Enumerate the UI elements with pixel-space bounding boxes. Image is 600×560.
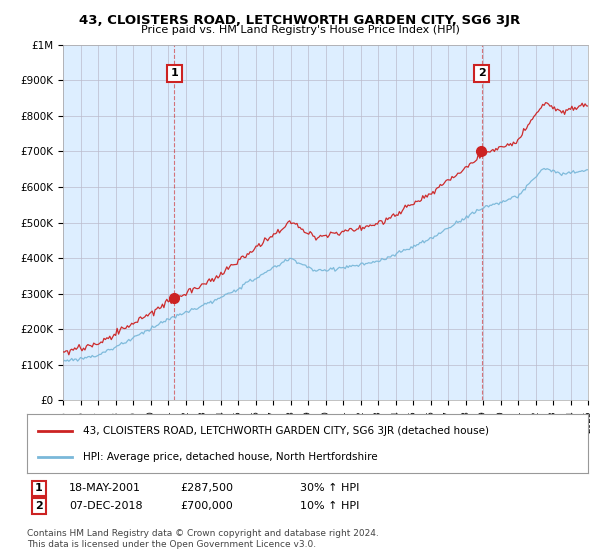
Text: 10% ↑ HPI: 10% ↑ HPI xyxy=(300,501,359,511)
Text: 43, CLOISTERS ROAD, LETCHWORTH GARDEN CITY, SG6 3JR (detached house): 43, CLOISTERS ROAD, LETCHWORTH GARDEN CI… xyxy=(83,426,489,436)
Text: 30% ↑ HPI: 30% ↑ HPI xyxy=(300,483,359,493)
Text: 43, CLOISTERS ROAD, LETCHWORTH GARDEN CITY, SG6 3JR: 43, CLOISTERS ROAD, LETCHWORTH GARDEN CI… xyxy=(79,14,521,27)
Text: HPI: Average price, detached house, North Hertfordshire: HPI: Average price, detached house, Nort… xyxy=(83,452,378,462)
Text: 07-DEC-2018: 07-DEC-2018 xyxy=(69,501,143,511)
Text: 1: 1 xyxy=(35,483,43,493)
Text: £700,000: £700,000 xyxy=(180,501,233,511)
Text: Price paid vs. HM Land Registry's House Price Index (HPI): Price paid vs. HM Land Registry's House … xyxy=(140,25,460,35)
Text: Contains HM Land Registry data © Crown copyright and database right 2024.
This d: Contains HM Land Registry data © Crown c… xyxy=(27,529,379,549)
Text: 2: 2 xyxy=(35,501,43,511)
Text: £287,500: £287,500 xyxy=(180,483,233,493)
Text: 18-MAY-2001: 18-MAY-2001 xyxy=(69,483,141,493)
Text: 1: 1 xyxy=(170,68,178,78)
Text: 2: 2 xyxy=(478,68,485,78)
